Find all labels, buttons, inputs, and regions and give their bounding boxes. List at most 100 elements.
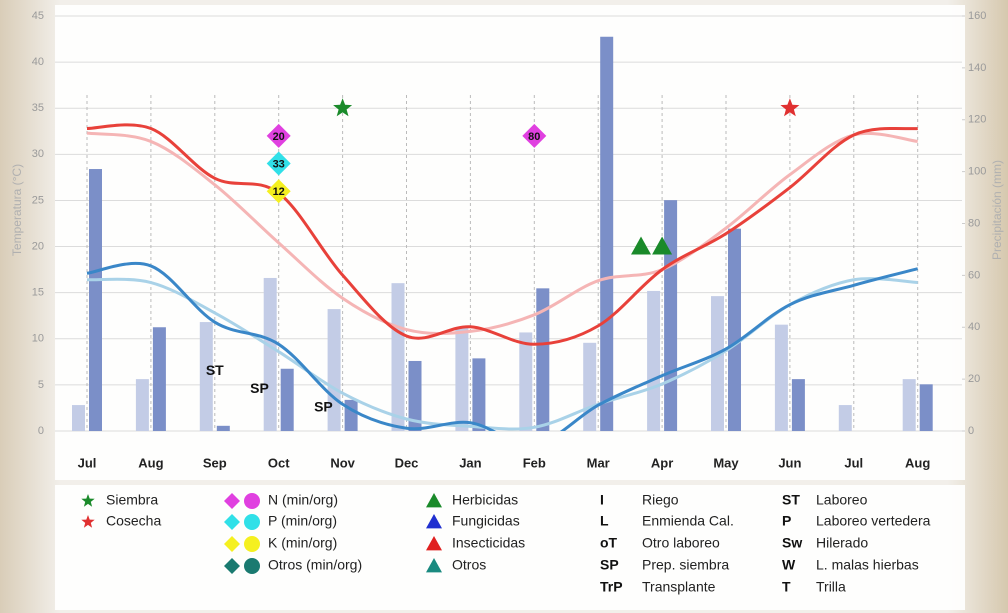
legend-label: Enmienda Cal. bbox=[642, 513, 734, 529]
legend-label: Transplante bbox=[642, 579, 716, 595]
x-tick-label: Aug bbox=[905, 455, 930, 470]
precip-bar bbox=[838, 405, 852, 431]
precip-bar bbox=[519, 332, 533, 431]
operation-label: ST bbox=[206, 362, 224, 378]
precip-bar bbox=[216, 425, 230, 431]
precip-bar bbox=[583, 342, 597, 431]
y-tick-label: 10 bbox=[32, 333, 44, 345]
x-tick-label: Aug bbox=[138, 455, 163, 470]
triangle-marker bbox=[631, 236, 652, 255]
circle-marker bbox=[244, 536, 260, 552]
diamond-marker bbox=[224, 558, 240, 574]
y2-tick-label: 140 bbox=[968, 62, 986, 74]
y-tick-label: 30 bbox=[32, 148, 44, 160]
precip-bar bbox=[72, 405, 85, 431]
y2-tick-label: 160 bbox=[968, 10, 986, 22]
legend-code: Sw bbox=[782, 535, 802, 551]
star-marker bbox=[81, 494, 95, 507]
y2-tick-label: 120 bbox=[968, 114, 986, 126]
triangle-marker bbox=[426, 536, 442, 551]
y-tick-label: 15 bbox=[32, 287, 44, 299]
precip-bar bbox=[89, 169, 102, 431]
legend-label: P (min/org) bbox=[268, 513, 337, 529]
diamond-marker bbox=[224, 536, 240, 552]
x-tick-label: Dec bbox=[395, 455, 419, 470]
marker-label: 20 bbox=[273, 131, 285, 143]
precip-bar bbox=[791, 379, 805, 431]
legend-label: Prep. siembra bbox=[642, 557, 729, 573]
precip-bar bbox=[711, 296, 724, 431]
marker-label: 33 bbox=[273, 158, 285, 170]
y-tick-label: 45 bbox=[32, 10, 44, 22]
operation-label: SP bbox=[250, 380, 269, 396]
x-tick-label: Mar bbox=[587, 455, 610, 470]
legend-label: N (min/org) bbox=[268, 492, 338, 508]
legend-code: W bbox=[782, 557, 796, 573]
x-tick-label: Oct bbox=[268, 455, 290, 470]
precip-bar bbox=[919, 384, 933, 431]
legend-label: Otros bbox=[452, 557, 486, 573]
legend-label: Otro laboreo bbox=[642, 535, 720, 551]
legend-label: Cosecha bbox=[106, 513, 161, 529]
precip-bar bbox=[647, 290, 661, 431]
temperature-line bbox=[86, 131, 918, 335]
marker-label: 80 bbox=[528, 131, 540, 143]
y2-axis-title: Precipitación (mm) bbox=[990, 160, 1004, 260]
diamond-marker bbox=[522, 123, 547, 148]
triangle-marker bbox=[426, 493, 442, 508]
legend-label: Laboreo bbox=[816, 492, 868, 508]
precip-bar bbox=[728, 228, 741, 431]
legend-label: Otros (min/org) bbox=[268, 557, 362, 573]
x-tick-label: Jul bbox=[844, 455, 863, 470]
triangle-marker bbox=[426, 514, 442, 529]
legend-code: T bbox=[782, 579, 791, 595]
x-tick-label: Jan bbox=[459, 455, 481, 470]
y-tick-label: 20 bbox=[32, 240, 44, 252]
x-tick-label: Jul bbox=[78, 455, 97, 470]
precip-bar bbox=[774, 324, 788, 431]
temperature-line bbox=[86, 123, 918, 346]
x-tick-label: Sep bbox=[203, 455, 227, 470]
y-tick-label: 5 bbox=[38, 379, 44, 391]
legend-code: L bbox=[600, 513, 609, 529]
legend-label: Hilerado bbox=[816, 535, 868, 551]
legend-code: oT bbox=[600, 535, 618, 551]
y-tick-label: 35 bbox=[32, 102, 44, 114]
circle-marker bbox=[244, 493, 260, 509]
triangle-marker bbox=[426, 558, 442, 573]
precip-bar bbox=[344, 399, 358, 431]
legend-code: ST bbox=[782, 492, 800, 508]
precip-bar bbox=[263, 277, 277, 431]
triangle-marker bbox=[652, 236, 673, 255]
plot-area bbox=[55, 5, 965, 480]
legend-label: Siembra bbox=[106, 492, 158, 508]
legend-label: Riego bbox=[642, 492, 679, 508]
legend-code: I bbox=[600, 492, 604, 508]
x-tick-label: May bbox=[713, 455, 739, 470]
legend-code: P bbox=[782, 513, 791, 529]
precip-bar bbox=[199, 322, 213, 431]
y2-tick-label: 0 bbox=[968, 425, 974, 437]
legend-code: SP bbox=[600, 557, 619, 573]
precip-bar bbox=[280, 368, 294, 431]
x-tick-label: Nov bbox=[330, 455, 355, 470]
precip-bar bbox=[135, 379, 149, 431]
y2-tick-label: 80 bbox=[968, 217, 980, 229]
diamond-marker bbox=[266, 123, 291, 148]
precip-bar bbox=[664, 200, 678, 431]
precip-bar bbox=[600, 36, 614, 431]
diamond-marker bbox=[266, 179, 291, 204]
precip-bar bbox=[536, 288, 550, 431]
temperature-line bbox=[86, 261, 919, 431]
star-marker bbox=[333, 98, 353, 117]
legend-label: Laboreo vertedera bbox=[816, 513, 931, 529]
legend-label: L. malas hierbas bbox=[816, 557, 919, 573]
precip-bar bbox=[408, 360, 422, 431]
x-tick-label: Feb bbox=[523, 455, 546, 470]
legend-label: Fungicidas bbox=[452, 513, 520, 529]
y-tick-label: 25 bbox=[32, 194, 44, 206]
legend-label: Herbicidas bbox=[452, 492, 518, 508]
y2-tick-label: 100 bbox=[968, 166, 986, 178]
precip-bar bbox=[152, 327, 166, 431]
